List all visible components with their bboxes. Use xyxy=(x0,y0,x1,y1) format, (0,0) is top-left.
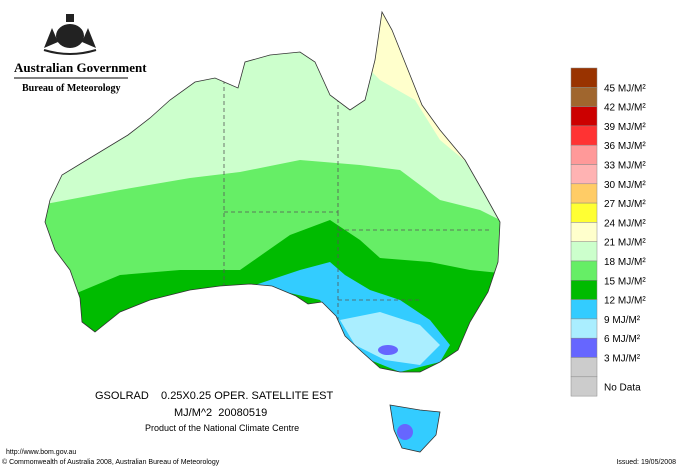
legend-label: 18 MJ/M² xyxy=(604,257,646,268)
legend: 45 MJ/M² 42 MJ/M² 39 MJ/M² 36 MJ/M² 33 MJ/M²… xyxy=(570,67,646,397)
crest xyxy=(43,14,97,55)
legend-swatch xyxy=(570,164,598,185)
url: http://www.bom.gov.au xyxy=(6,449,76,456)
legend-swatch xyxy=(570,337,598,358)
legend-label: 39 MJ/M² xyxy=(604,122,646,133)
legend-label: 42 MJ/M² xyxy=(604,103,646,114)
bureau: Bureau of Meteorology xyxy=(22,83,121,94)
legend-label: 3 MJ/M² xyxy=(604,354,641,365)
legend-swatch xyxy=(570,222,598,242)
legend-label: 36 MJ/M² xyxy=(604,141,646,152)
legend-swatch xyxy=(570,318,598,339)
issued: Issued: 19/05/2008 xyxy=(616,459,676,466)
legend-swatch xyxy=(570,260,598,281)
legend-swatch xyxy=(570,280,598,300)
legend-label: 33 MJ/M² xyxy=(604,161,646,172)
legend-label: 27 MJ/M² xyxy=(604,199,646,210)
legend-swatch xyxy=(570,241,598,262)
units-date: MJ/M^2 20080519 xyxy=(174,407,267,419)
legend-label: 45 MJ/M² xyxy=(604,83,646,94)
legend-swatch xyxy=(570,202,598,223)
legend-label: 15 MJ/M² xyxy=(604,276,646,287)
legend-swatch xyxy=(570,67,598,88)
legend-swatch xyxy=(570,87,598,107)
product-line: GSOLRAD 0.25X0.25 OPER. SATELLITE EST xyxy=(95,390,334,402)
legend-swatch xyxy=(570,299,598,320)
copyright: © Commonwealth of Australia 2008, Austra… xyxy=(2,458,220,466)
credit: Product of the National Climate Centre xyxy=(145,423,299,433)
legend-label: 9 MJ/M² xyxy=(604,315,641,326)
legend-label: 24 MJ/M² xyxy=(604,218,646,229)
legend-swatch xyxy=(570,357,598,378)
legend-label: 21 MJ/M² xyxy=(604,238,646,249)
legend-label: 30 MJ/M² xyxy=(604,180,646,191)
legend-label: 6 MJ/M² xyxy=(604,334,641,345)
legend-label: 12 MJ/M² xyxy=(604,296,646,307)
legend-swatch xyxy=(570,376,598,397)
legend-swatch xyxy=(570,144,598,165)
legend-swatch xyxy=(570,106,598,127)
legend-swatch xyxy=(570,183,598,204)
legend-swatch xyxy=(570,125,598,146)
government: Australian Government xyxy=(14,60,147,75)
legend-no-data: No Data xyxy=(604,382,641,393)
